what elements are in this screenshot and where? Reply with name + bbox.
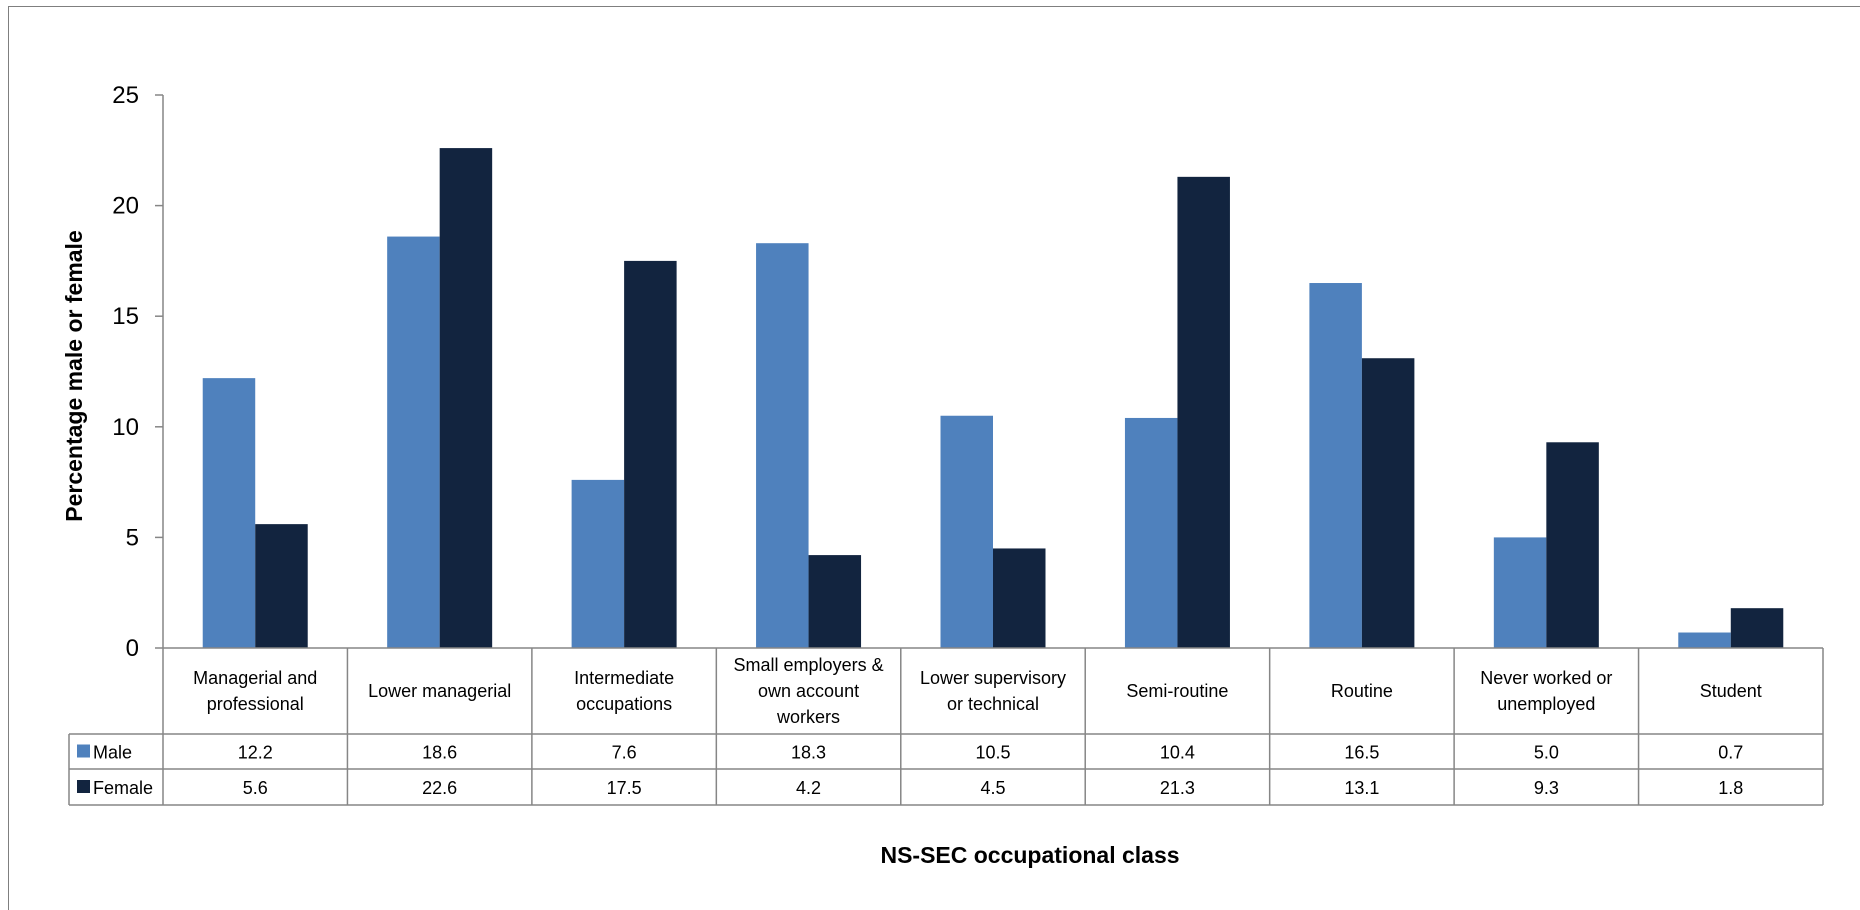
data-label-male: 7.6 — [612, 743, 637, 763]
data-label-male: 10.4 — [1160, 743, 1195, 763]
category-label: Semi-routine — [1126, 681, 1228, 701]
category-label: professional — [207, 694, 304, 714]
category-label: Student — [1700, 681, 1762, 701]
bar-male — [1678, 632, 1731, 648]
category-label: occupations — [576, 694, 672, 714]
data-label-female: 9.3 — [1534, 778, 1559, 798]
y-tick-label: 10 — [112, 414, 139, 441]
y-axis-title: Percentage male or female — [61, 230, 87, 521]
category-label: Routine — [1331, 681, 1393, 701]
y-tick-label: 20 — [112, 193, 139, 220]
data-label-female: 4.2 — [796, 778, 821, 798]
data-label-female: 5.6 — [243, 778, 268, 798]
bar-male — [940, 415, 993, 648]
data-label-male: 12.2 — [238, 743, 273, 763]
data-label-male: 5.0 — [1534, 743, 1559, 763]
category-label: Lower supervisory — [920, 668, 1066, 688]
data-label-male: 18.6 — [422, 743, 457, 763]
bar-male — [1493, 537, 1547, 648]
y-tick-label: 15 — [112, 303, 139, 330]
data-label-female: 22.6 — [422, 778, 457, 798]
data-label-female: 4.5 — [980, 778, 1005, 798]
y-tick-label: 0 — [126, 635, 139, 662]
data-label-male: 16.5 — [1344, 743, 1379, 763]
bar-female — [1546, 442, 1599, 648]
bar-male — [387, 236, 440, 648]
category-label: workers — [776, 707, 840, 727]
category-label: unemployed — [1497, 694, 1595, 714]
bar-female — [993, 548, 1046, 648]
bar-male — [202, 378, 256, 648]
bar-female — [808, 555, 862, 648]
category-label: Managerial and — [193, 668, 317, 688]
legend-label-female: Female — [93, 778, 153, 798]
legend-label-male: Male — [93, 743, 132, 763]
chart-frame — [8, 6, 1860, 910]
data-label-female: 21.3 — [1160, 778, 1195, 798]
bar-female — [439, 148, 493, 648]
bar-female — [1361, 358, 1415, 648]
data-label-female: 13.1 — [1344, 778, 1379, 798]
bar-female — [255, 524, 308, 648]
bar-male — [1309, 283, 1362, 648]
data-label-male: 18.3 — [791, 743, 826, 763]
legend-key-female — [77, 780, 90, 793]
y-tick-label: 25 — [112, 82, 139, 109]
bar-male — [571, 479, 625, 648]
bar-female — [1177, 176, 1230, 648]
data-label-male: 0.7 — [1718, 743, 1743, 763]
category-label: Never worked or — [1480, 668, 1612, 688]
category-label: Intermediate — [574, 668, 674, 688]
x-axis-title: NS-SEC occupational class — [880, 842, 1179, 868]
data-label-male: 10.5 — [975, 743, 1010, 763]
bar-female — [624, 260, 677, 648]
y-tick-label: 5 — [126, 524, 139, 551]
category-label: or technical — [947, 694, 1039, 714]
bar-female — [1730, 608, 1784, 648]
bar-male — [1124, 417, 1178, 648]
category-label: Lower managerial — [368, 681, 511, 701]
legend-key-male — [77, 744, 90, 758]
bar-male — [756, 243, 809, 649]
data-label-female: 1.8 — [1718, 778, 1743, 798]
category-label: own account — [758, 681, 859, 701]
category-label: Small employers & — [734, 655, 884, 675]
data-label-female: 17.5 — [607, 778, 642, 798]
